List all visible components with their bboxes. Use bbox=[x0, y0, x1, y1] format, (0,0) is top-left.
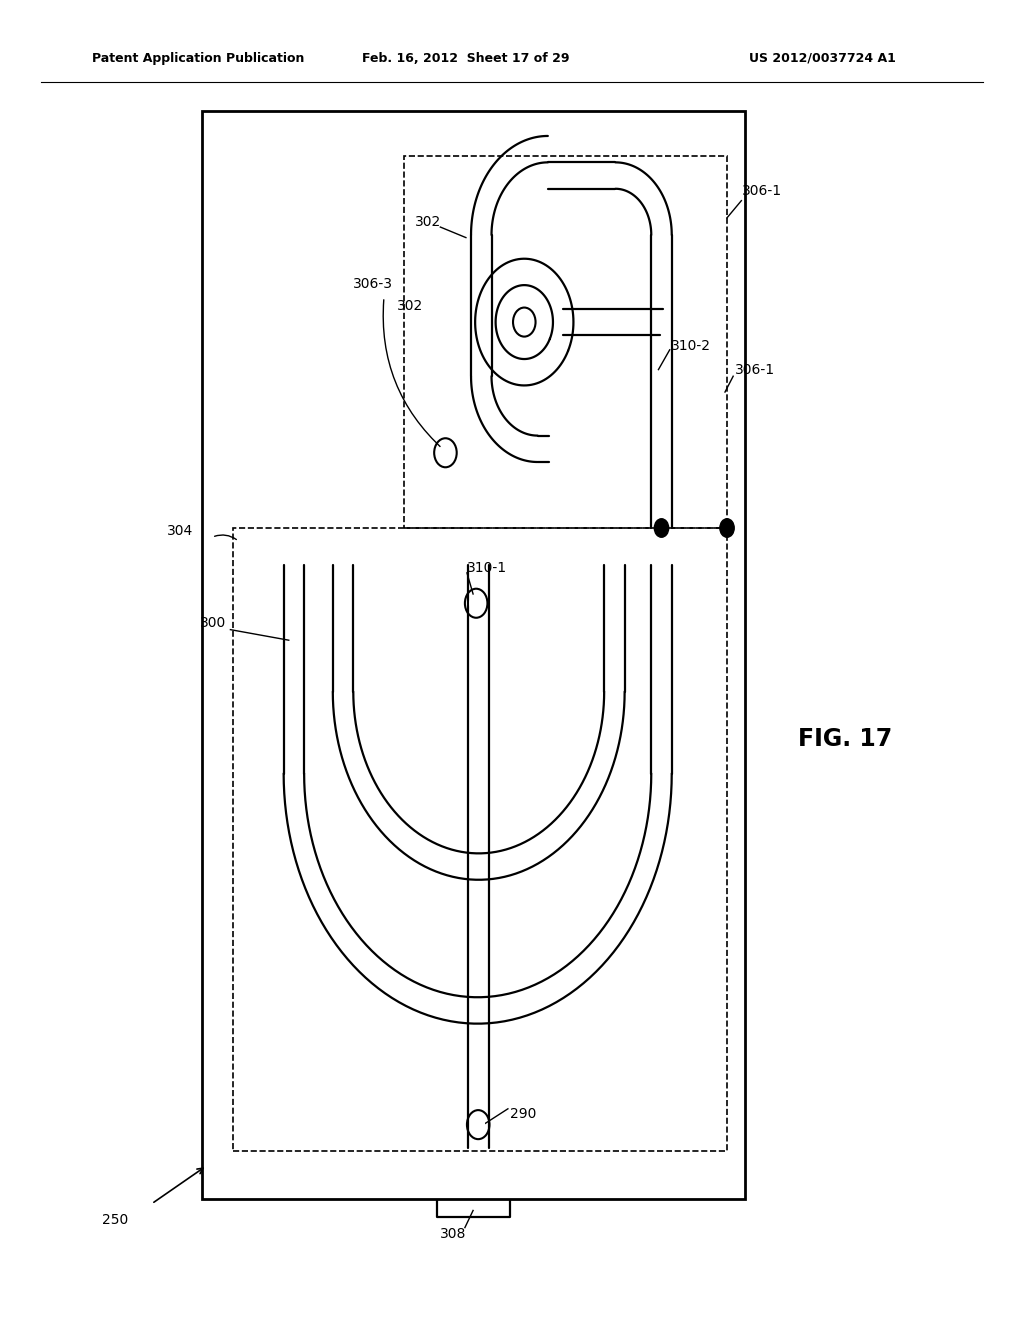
Bar bbox=[404, 156, 727, 528]
Text: 306-1: 306-1 bbox=[742, 185, 782, 198]
Text: 310-2: 310-2 bbox=[671, 339, 711, 352]
Text: 306-3: 306-3 bbox=[353, 277, 393, 290]
Text: 250: 250 bbox=[102, 1213, 129, 1226]
Text: US 2012/0037724 A1: US 2012/0037724 A1 bbox=[750, 51, 896, 65]
Bar bbox=[202, 111, 745, 1199]
Text: 306-1: 306-1 bbox=[735, 363, 775, 376]
Text: 308: 308 bbox=[440, 1228, 467, 1241]
Circle shape bbox=[472, 1117, 484, 1133]
Text: FIG. 17: FIG. 17 bbox=[798, 727, 892, 751]
Text: 302: 302 bbox=[415, 215, 441, 228]
Text: Patent Application Publication: Patent Application Publication bbox=[92, 51, 304, 65]
Circle shape bbox=[654, 519, 669, 537]
Circle shape bbox=[720, 519, 734, 537]
Bar bbox=[233, 528, 727, 1151]
Text: 302: 302 bbox=[397, 300, 424, 313]
Text: 300: 300 bbox=[200, 616, 226, 630]
Text: 304: 304 bbox=[167, 524, 194, 537]
Circle shape bbox=[439, 445, 452, 461]
Circle shape bbox=[518, 314, 530, 330]
Circle shape bbox=[470, 595, 482, 611]
Text: 290: 290 bbox=[510, 1107, 537, 1121]
Text: Feb. 16, 2012  Sheet 17 of 29: Feb. 16, 2012 Sheet 17 of 29 bbox=[362, 51, 569, 65]
Text: 310-1: 310-1 bbox=[467, 561, 507, 574]
